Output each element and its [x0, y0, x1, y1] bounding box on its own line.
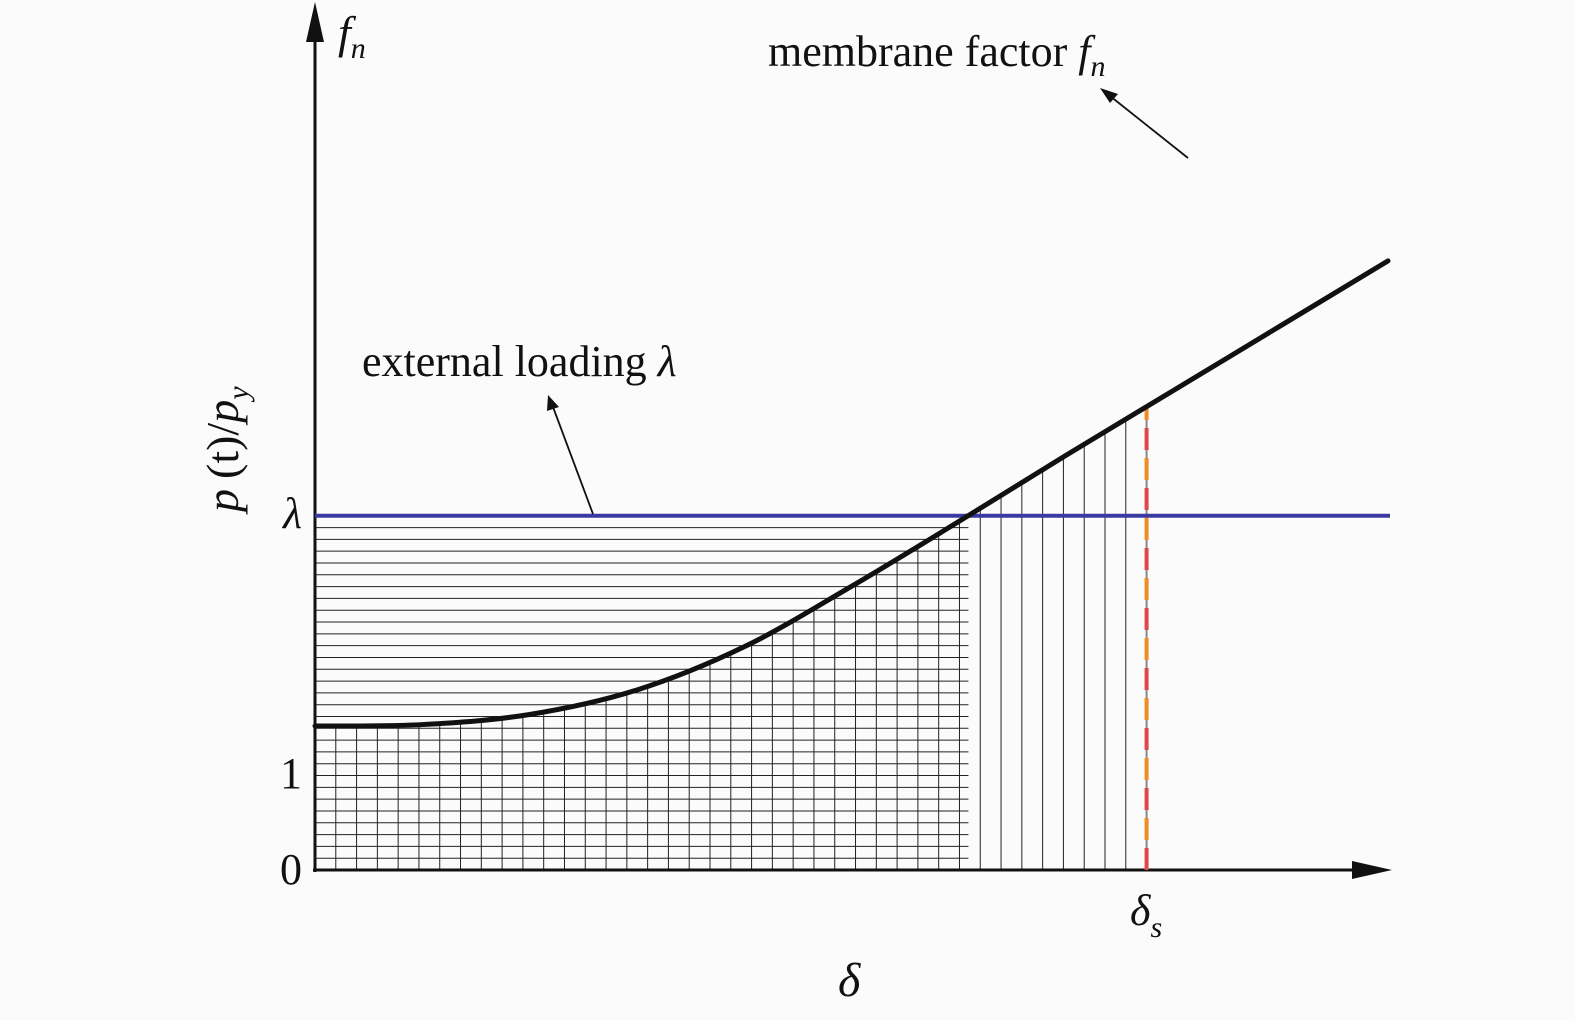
- x-axis-symbol: δ: [838, 954, 861, 1007]
- loading-annotation-arrow: [547, 395, 594, 515]
- tick-delta-s-base: δ: [1130, 886, 1152, 935]
- tick-lambda-label: λ: [281, 489, 302, 538]
- membrane-annotation-arrow: [1100, 88, 1189, 159]
- tick-zero-label: 0: [280, 845, 302, 894]
- membrane-factor-sub: n: [1091, 50, 1106, 83]
- membrane-factor-label: membrane factor fn: [768, 27, 1106, 83]
- x-axis-arrow: [1352, 861, 1392, 879]
- membrane-factor-text: membrane factor: [768, 27, 1078, 76]
- external-loading-text: external loading: [362, 337, 658, 386]
- y-axis-arrow: [306, 2, 324, 42]
- vertical-hatching: [315, 406, 1147, 870]
- tick-delta-s-sub: s: [1150, 911, 1162, 944]
- horizontal-hatching: [315, 515, 969, 870]
- y-axis-title: p(t)/py: [197, 386, 255, 515]
- tick-one-label: 1: [280, 749, 302, 798]
- y-axis-title-p2: p: [197, 400, 248, 426]
- tick-delta-s-label: δs: [1130, 886, 1162, 944]
- membrane-factor-curve: [312, 258, 1391, 729]
- y-axis-symbol: fn: [338, 7, 366, 65]
- y-axis-symbol-sub: n: [351, 32, 366, 65]
- y-axis-title-p: p: [197, 489, 248, 515]
- external-loading-lambda: λ: [656, 337, 677, 386]
- external-loading-label: external loading λ: [362, 337, 677, 386]
- y-axis-title-sub: y: [222, 386, 255, 403]
- y-axis-title-t: (t)/: [197, 423, 248, 479]
